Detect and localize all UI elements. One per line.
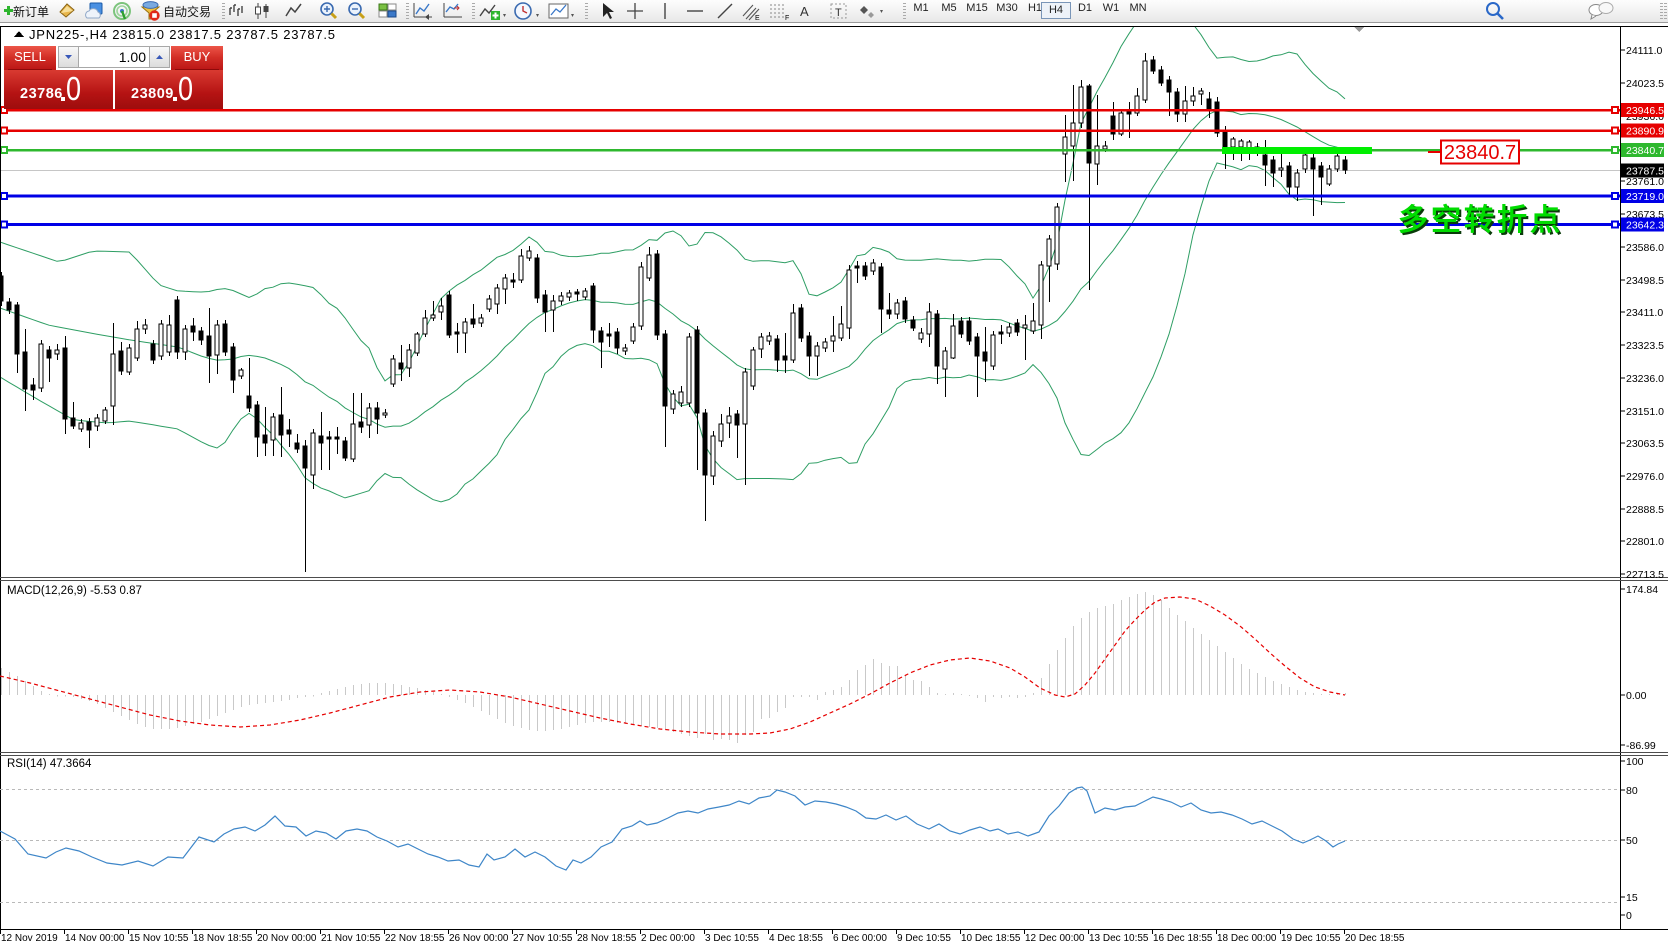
svg-text:多空转折点: 多空转折点 — [1400, 206, 1565, 239]
svg-text:23063.5: 23063.5 — [1626, 438, 1664, 450]
svg-text:23411.0: 23411.0 — [1626, 307, 1663, 319]
svg-text:23586.0: 23586.0 — [1626, 242, 1664, 254]
svg-text:23323.5: 23323.5 — [1626, 340, 1664, 352]
svg-text:23642.3: 23642.3 — [1626, 220, 1664, 232]
svg-text:23761.0: 23761.0 — [1626, 176, 1664, 188]
svg-text:JPN225-,H4 23815.0 23817.5 23: JPN225-,H4 23815.0 23817.5 23787.5 23787… — [29, 27, 336, 42]
svg-text:RSI(14) 47.3664: RSI(14) 47.3664 — [7, 758, 92, 770]
svg-text:100: 100 — [1626, 756, 1644, 768]
svg-text:23719.0: 23719.0 — [1626, 191, 1664, 203]
svg-text:12 Nov 2019: 12 Nov 2019 — [1, 933, 58, 944]
svg-text:20 Dec 18:55: 20 Dec 18:55 — [1345, 933, 1405, 944]
svg-text:23151.0: 23151.0 — [1626, 406, 1664, 418]
svg-text:21 Nov 10:55: 21 Nov 10:55 — [321, 933, 381, 944]
svg-text:27 Nov 10:55: 27 Nov 10:55 — [513, 933, 573, 944]
svg-text:15: 15 — [1626, 892, 1638, 904]
svg-text:16 Dec 18:55: 16 Dec 18:55 — [1153, 933, 1213, 944]
svg-text:MACD(12,26,9) -5.53 0.87: MACD(12,26,9) -5.53 0.87 — [7, 585, 142, 597]
svg-text:19 Dec 10:55: 19 Dec 10:55 — [1281, 933, 1341, 944]
svg-text:3 Dec 10:55: 3 Dec 10:55 — [705, 933, 759, 944]
svg-text:T: T — [835, 7, 842, 19]
svg-text:13 Dec 10:55: 13 Dec 10:55 — [1089, 933, 1149, 944]
svg-text:4 Dec 18:55: 4 Dec 18:55 — [769, 933, 823, 944]
svg-text:23236.0: 23236.0 — [1626, 373, 1664, 385]
svg-text:24111.0: 24111.0 — [1626, 45, 1663, 57]
svg-text:28 Nov 18:55: 28 Nov 18:55 — [577, 933, 637, 944]
svg-text:10 Dec 18:55: 10 Dec 18:55 — [961, 933, 1021, 944]
svg-text:23840.7: 23840.7 — [1444, 142, 1516, 164]
svg-text:23498.5: 23498.5 — [1626, 275, 1664, 287]
svg-text:23787.5: 23787.5 — [1626, 166, 1664, 178]
svg-text:23840.7: 23840.7 — [1626, 145, 1664, 157]
svg-text:F: F — [785, 15, 789, 22]
svg-text:22801.0: 22801.0 — [1626, 536, 1664, 548]
svg-text:22713.5: 22713.5 — [1626, 569, 1664, 581]
svg-text:14 Nov 00:00: 14 Nov 00:00 — [65, 933, 125, 944]
svg-text:80: 80 — [1626, 785, 1638, 797]
svg-text:E: E — [755, 15, 760, 22]
svg-text:6 Dec 00:00: 6 Dec 00:00 — [833, 933, 887, 944]
svg-text:23946.5: 23946.5 — [1626, 105, 1664, 117]
svg-text:22976.0: 22976.0 — [1626, 471, 1664, 483]
svg-text:174.84: 174.84 — [1626, 584, 1658, 596]
svg-text:-86.99: -86.99 — [1626, 740, 1656, 752]
svg-text:0.00: 0.00 — [1626, 690, 1647, 702]
svg-text:22888.5: 22888.5 — [1626, 504, 1664, 516]
svg-text:18 Dec 00:00: 18 Dec 00:00 — [1217, 933, 1277, 944]
svg-text:50: 50 — [1626, 835, 1638, 847]
svg-text:18 Nov 18:55: 18 Nov 18:55 — [193, 933, 253, 944]
svg-text:2 Dec 00:00: 2 Dec 00:00 — [641, 933, 695, 944]
svg-text:20 Nov 00:00: 20 Nov 00:00 — [257, 933, 317, 944]
svg-text:12 Dec 00:00: 12 Dec 00:00 — [1025, 933, 1085, 944]
svg-text:15 Nov 10:55: 15 Nov 10:55 — [129, 933, 189, 944]
svg-text:26 Nov 00:00: 26 Nov 00:00 — [449, 933, 509, 944]
svg-text:9 Dec 10:55: 9 Dec 10:55 — [897, 933, 951, 944]
svg-text:23890.9: 23890.9 — [1626, 126, 1664, 138]
svg-text:24023.5: 24023.5 — [1626, 78, 1664, 90]
svg-text:22 Nov 18:55: 22 Nov 18:55 — [385, 933, 445, 944]
svg-text:0: 0 — [1626, 910, 1632, 922]
svg-text:多空转折点: 多空转折点 — [1398, 204, 1563, 237]
